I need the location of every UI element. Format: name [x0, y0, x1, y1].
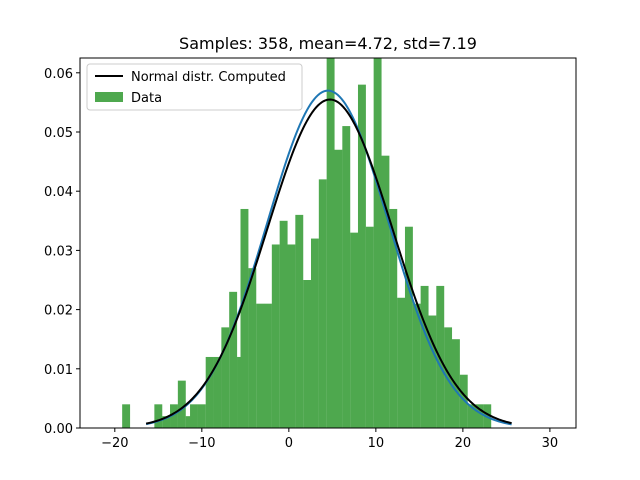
- histogram-bar: [221, 327, 230, 428]
- y-tick-label: 0.02: [44, 304, 73, 319]
- x-tick-label: 20: [455, 436, 472, 451]
- histogram-bar: [475, 404, 484, 428]
- y-tick-label: 0.04: [44, 185, 73, 200]
- chart-title: Samples: 358, mean=4.72, std=7.19: [179, 34, 477, 53]
- histogram-bar: [412, 303, 421, 428]
- histogram-bar: [185, 416, 194, 428]
- histogram-bar: [334, 149, 343, 428]
- legend-box: [86, 63, 303, 111]
- histogram-bar: [287, 244, 296, 428]
- histogram-bar: [459, 374, 468, 428]
- x-axis-ticks: −20 −10 0 10 20 30: [101, 428, 558, 451]
- histogram-bar: [326, 58, 335, 428]
- histogram-bar: [428, 315, 437, 428]
- histogram-bar: [213, 356, 222, 428]
- histogram-bar: [263, 303, 272, 428]
- histogram-bar: [122, 404, 131, 428]
- histogram-bar: [318, 179, 327, 428]
- histogram-bar: [350, 232, 359, 428]
- curves: [145, 89, 512, 426]
- legend: Normal distr. Computed Data: [86, 63, 303, 111]
- histogram-bar: [365, 226, 374, 428]
- histogram-bar: [205, 356, 214, 428]
- histogram-bar: [162, 416, 171, 428]
- histogram-bar: [248, 268, 257, 428]
- histogram-bar: [381, 155, 390, 428]
- axes-frame: [79, 57, 577, 429]
- y-tick-label: 0.06: [44, 67, 73, 82]
- histogram-bar: [357, 84, 366, 428]
- y-tick-label: 0.00: [44, 422, 73, 437]
- histogram-bar: [310, 238, 319, 428]
- histogram-bar: [271, 244, 280, 428]
- legend-entry-computed: Normal distr. Computed: [131, 70, 286, 85]
- histogram-bar: [342, 126, 351, 428]
- histogram-bar: [303, 280, 312, 428]
- x-tick-label: 10: [368, 436, 385, 451]
- histogram-bar: [256, 303, 265, 428]
- histogram-bar: [389, 208, 398, 428]
- histogram-bar: [373, 58, 382, 428]
- histogram-bar: [467, 404, 476, 428]
- histogram-bar: [197, 404, 206, 428]
- histogram-bar: [177, 380, 186, 428]
- histogram-bar: [170, 404, 178, 428]
- histogram-bar: [240, 208, 249, 428]
- y-axis-ticks: 0.00 0.01 0.02 0.03 0.04 0.05 0.06: [44, 67, 80, 437]
- histogram-bar: [420, 285, 429, 428]
- histogram-bar: [404, 226, 413, 428]
- histogram-bar: [397, 297, 406, 428]
- histogram-bar: [444, 327, 453, 428]
- y-tick-label: 0.03: [44, 244, 73, 259]
- y-tick-label: 0.05: [44, 126, 73, 141]
- histogram-bar: [279, 220, 288, 428]
- x-tick-label: 30: [542, 436, 559, 451]
- y-tick-label: 0.01: [44, 363, 73, 378]
- x-tick-label: −10: [188, 436, 215, 451]
- histogram-bar: [229, 291, 238, 428]
- histogram-bar: [190, 404, 198, 428]
- x-tick-label: −20: [101, 436, 128, 451]
- computed-normal-curve: [145, 98, 512, 425]
- histogram-bar: [154, 404, 163, 428]
- x-tick-label: 0: [285, 436, 293, 451]
- legend-entry-data: Data: [131, 91, 162, 106]
- histogram-bars: [122, 58, 492, 428]
- legend-data-swatch: [95, 92, 123, 102]
- histogram-bar: [295, 214, 304, 428]
